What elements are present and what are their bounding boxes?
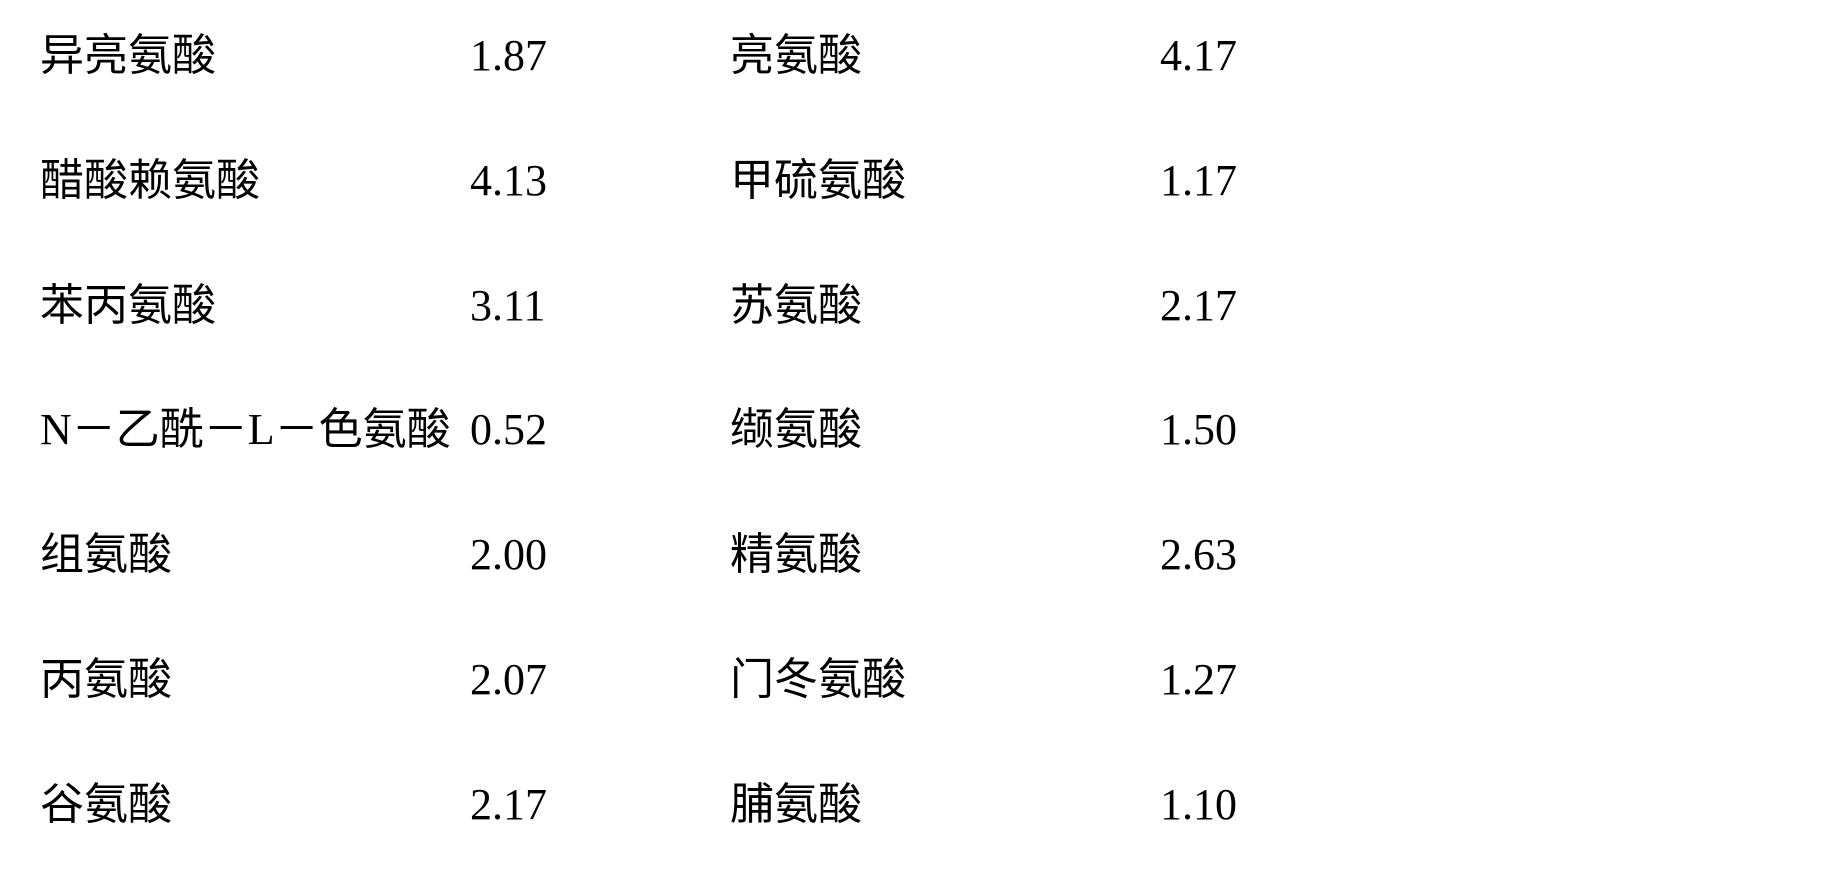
- row-value: 4.17: [1160, 30, 1420, 83]
- row-label: 甲硫氨酸: [730, 155, 1160, 208]
- row-value: 2.17: [1160, 280, 1420, 333]
- row-label: N－乙酰－L－色氨酸: [40, 404, 470, 457]
- row-value: 2.17: [470, 779, 730, 832]
- amino-acid-table: 异亮氨酸 1.87 亮氨酸 4.17 醋酸赖氨酸 4.13 甲硫氨酸 1.17 …: [40, 30, 1783, 832]
- row-value: 3.11: [470, 280, 730, 333]
- row-value: 1.17: [1160, 155, 1420, 208]
- row-value: 4.13: [470, 155, 730, 208]
- row-label: 苏氨酸: [730, 280, 1160, 333]
- row-value: 1.10: [1160, 779, 1420, 832]
- row-label: 精氨酸: [730, 529, 1160, 582]
- row-value: 1.27: [1160, 654, 1420, 707]
- row-label: 异亮氨酸: [40, 30, 470, 83]
- row-value: 0.52: [470, 404, 730, 457]
- row-value: 2.00: [470, 529, 730, 582]
- row-label: 谷氨酸: [40, 779, 470, 832]
- row-value: 1.50: [1160, 404, 1420, 457]
- row-label: 亮氨酸: [730, 30, 1160, 83]
- row-label: 丙氨酸: [40, 654, 470, 707]
- row-label: 醋酸赖氨酸: [40, 155, 470, 208]
- row-value: 2.07: [470, 654, 730, 707]
- row-label: 脯氨酸: [730, 779, 1160, 832]
- row-value: 2.63: [1160, 529, 1420, 582]
- row-label: 缬氨酸: [730, 404, 1160, 457]
- row-value: 1.87: [470, 30, 730, 83]
- row-label: 苯丙氨酸: [40, 280, 470, 333]
- row-label: 门冬氨酸: [730, 654, 1160, 707]
- row-label: 组氨酸: [40, 529, 470, 582]
